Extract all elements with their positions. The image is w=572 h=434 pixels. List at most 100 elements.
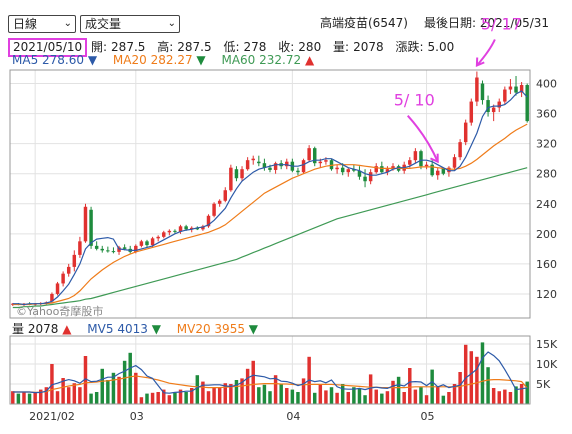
volume-bar [145, 393, 149, 404]
volume-bar [324, 390, 328, 404]
volume-bar [167, 395, 172, 404]
candle [150, 238, 155, 246]
ma20-legend: MA20 282.27 ▼ [112, 53, 206, 67]
volume-bar [301, 378, 306, 404]
indicator-select[interactable]: 成交量 ⌄ [80, 15, 180, 33]
price-grid: 120 160 200 240 280 320 360 400 [10, 70, 557, 318]
volume-bar [363, 395, 367, 404]
ma5-legend: MA5 278.60 ▼ [12, 53, 98, 67]
candle [374, 166, 378, 173]
candle [111, 251, 116, 253]
annotation-arrowhead [475, 57, 485, 68]
volume-bar [380, 393, 384, 404]
volume-bar [346, 392, 351, 404]
volume-bar [61, 378, 65, 404]
candle [352, 169, 356, 171]
volume-bar [139, 397, 144, 404]
candle [100, 248, 104, 251]
annotation-arrow [407, 115, 439, 163]
candle [508, 86, 513, 90]
candle [156, 236, 160, 239]
candle [139, 241, 144, 246]
candle [167, 230, 172, 233]
candle [273, 163, 278, 170]
volume-bar [290, 389, 295, 404]
volume-tick-label: 10K [536, 358, 558, 371]
candle [497, 101, 501, 108]
high-readout: 高: 287.5 [157, 40, 212, 54]
volume-bar [480, 342, 485, 404]
candle [229, 167, 233, 191]
candle [206, 215, 211, 227]
candle [262, 163, 267, 168]
volume-bar [497, 391, 501, 404]
volume-bars [11, 342, 529, 404]
last-date-value: 2021/05/31 [479, 16, 550, 30]
volume-tick-label: 15K [536, 338, 558, 351]
volume-bar [262, 384, 267, 404]
period-select[interactable]: 日線 ⌄ [8, 15, 76, 33]
volume-bar [189, 388, 194, 404]
candle [50, 293, 54, 302]
ma60-legend: MA60 232.72 ▲ [221, 53, 315, 67]
price-tick-label: 320 [536, 138, 557, 151]
volume-bar [486, 367, 490, 404]
volume-bar [150, 392, 155, 404]
candle [324, 160, 328, 162]
ma-legend: MA5 278.60 ▼ MA20 282.27 ▼ MA60 232.72 ▲ [12, 53, 326, 67]
volume-bar [195, 375, 200, 404]
volume-bar [424, 395, 429, 404]
candle [363, 176, 367, 182]
price-tick-label: 400 [536, 78, 557, 91]
volume-bar [33, 392, 37, 404]
ma-lines [12, 90, 528, 309]
volume-bar [357, 388, 362, 404]
open-readout: 開: 287.5 [91, 40, 146, 54]
volume-bar [385, 391, 390, 404]
volume-bar [469, 351, 474, 404]
volume-bar [44, 387, 49, 404]
candles [11, 71, 529, 306]
volume-bar [111, 372, 116, 404]
candle [201, 226, 205, 230]
stock-name: 高端疫苗(6547) [320, 16, 408, 30]
price-tick-label: 160 [536, 258, 557, 271]
candle [268, 167, 272, 170]
ohlc-readout: 開: 287.5 高: 287.5 低: 278 收: 280 量: 2078 漲跌: 5.… [91, 40, 462, 54]
volume-bar [508, 392, 513, 404]
volume-bar [184, 392, 188, 404]
candle [11, 303, 15, 305]
volume-bar [201, 381, 205, 404]
volume-bar [452, 384, 457, 404]
volume-bar [413, 389, 418, 404]
annotation-arrow [476, 39, 496, 67]
volume-bar [117, 376, 121, 404]
candle [178, 226, 183, 232]
volume-bar [441, 395, 446, 404]
candle [480, 83, 485, 101]
candle [514, 86, 518, 93]
candle [335, 167, 339, 170]
candle [329, 160, 334, 170]
candle [385, 169, 390, 173]
candle [94, 245, 99, 249]
selected-date: 2021/05/10 [8, 38, 88, 57]
volume-bar [106, 380, 110, 404]
candle [301, 160, 306, 173]
candle [447, 167, 451, 173]
candle [257, 161, 261, 164]
price-panel-frame [9, 69, 531, 319]
candle [525, 85, 529, 122]
candle [184, 226, 188, 230]
mv20-legend: MV20 3955 ▼ [176, 322, 259, 336]
volume-bar [229, 384, 233, 404]
candle [217, 200, 222, 204]
last-date-info: 最後日期: 2021/05/31 [424, 14, 549, 31]
annotations: 5/ 10 5/ 17 [394, 15, 522, 164]
volume-bar [240, 378, 244, 404]
candle [436, 170, 440, 176]
mv20-line [12, 375, 528, 394]
price-tick-label: 280 [536, 168, 557, 181]
candle [486, 100, 490, 113]
